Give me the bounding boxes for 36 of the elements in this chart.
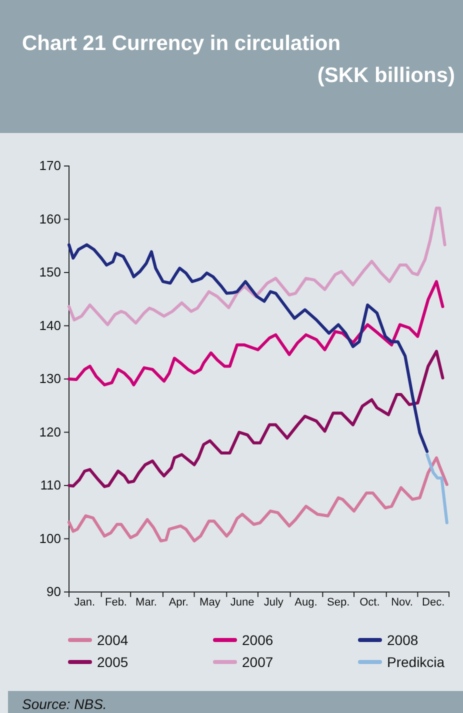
source-note: Source: NBS. bbox=[22, 696, 107, 712]
legend-label: 2005 bbox=[97, 654, 128, 670]
x-tick-label: June bbox=[230, 596, 254, 608]
chart-title: Chart 21 Currency in circulation bbox=[22, 32, 341, 55]
x-tick-label: Nov. bbox=[391, 596, 413, 608]
x-tick-label: Apr. bbox=[168, 596, 188, 608]
y-tick-label: 90 bbox=[46, 584, 61, 600]
y-tick-label: 140 bbox=[39, 318, 61, 333]
legend-label: Predikcia bbox=[387, 654, 445, 670]
line-series bbox=[68, 456, 448, 542]
x-tick-label: Aug. bbox=[294, 596, 318, 608]
x-tick-label: May bbox=[200, 596, 221, 608]
line-series bbox=[426, 453, 448, 524]
x-tick-label: Dec. bbox=[422, 596, 445, 608]
y-tick-label: 130 bbox=[39, 371, 61, 386]
line-series bbox=[68, 243, 429, 453]
y-tick-label: 100 bbox=[39, 530, 61, 546]
line-series bbox=[68, 206, 446, 326]
legend-label: 2006 bbox=[242, 632, 274, 648]
y-tick-label: 170 bbox=[39, 158, 61, 174]
line-series bbox=[68, 350, 444, 488]
x-tick-label: Oct. bbox=[360, 596, 380, 608]
x-tick-label: Sep. bbox=[327, 596, 350, 608]
x-tick-label: Feb. bbox=[104, 596, 127, 608]
legend-label: 2007 bbox=[242, 654, 274, 670]
y-tick-label: 110 bbox=[40, 478, 61, 493]
chart-subtitle: (SKK billions) bbox=[317, 64, 455, 87]
x-tick-label: July bbox=[264, 596, 284, 608]
y-tick-label: 150 bbox=[39, 264, 61, 280]
legend-label: 2008 bbox=[387, 632, 418, 648]
legend-label: 2004 bbox=[97, 632, 128, 648]
line-series bbox=[68, 280, 444, 386]
y-tick-label: 120 bbox=[39, 424, 61, 440]
x-tick-label: Jan. bbox=[74, 596, 96, 608]
x-tick-label: Mar. bbox=[136, 596, 157, 608]
y-tick-label: 160 bbox=[39, 211, 61, 226]
